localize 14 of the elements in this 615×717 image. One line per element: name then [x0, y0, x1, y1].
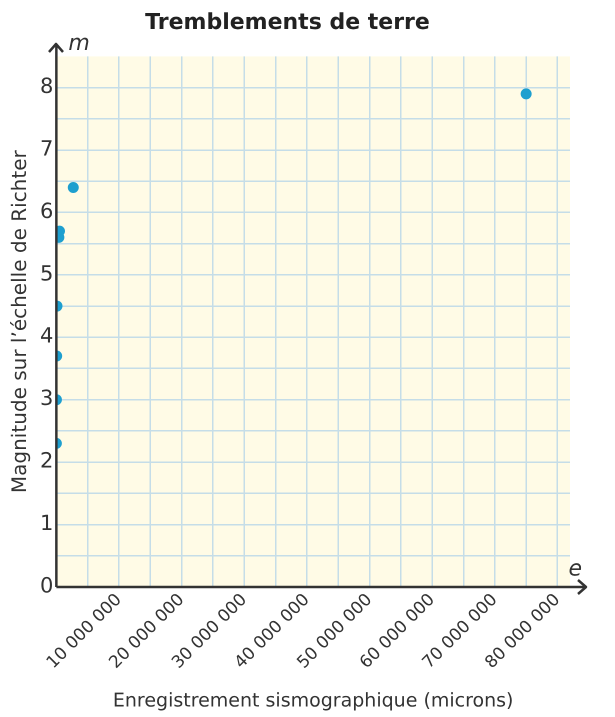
y-tick-label: 4	[40, 324, 54, 348]
y-tick-label: 8	[40, 74, 54, 98]
y-tick-label: 2	[40, 448, 54, 473]
y-tick-label: 6	[40, 198, 54, 223]
y-tick-label: 1	[40, 510, 54, 535]
chart-title: Tremblements de terre	[145, 10, 430, 35]
y-tick-label: 0	[40, 573, 54, 598]
x-axis-title: Enregistrement sismographique (microns)	[112, 690, 514, 712]
y-tick-label: 7	[40, 136, 54, 160]
y-tick-label: 5	[40, 261, 54, 286]
y-axis-title: Magnitude sur l’échelle de Richter	[7, 149, 32, 494]
annotation: e	[568, 556, 582, 582]
y-tick-label: 3	[40, 386, 54, 410]
text: m	[68, 31, 90, 56]
